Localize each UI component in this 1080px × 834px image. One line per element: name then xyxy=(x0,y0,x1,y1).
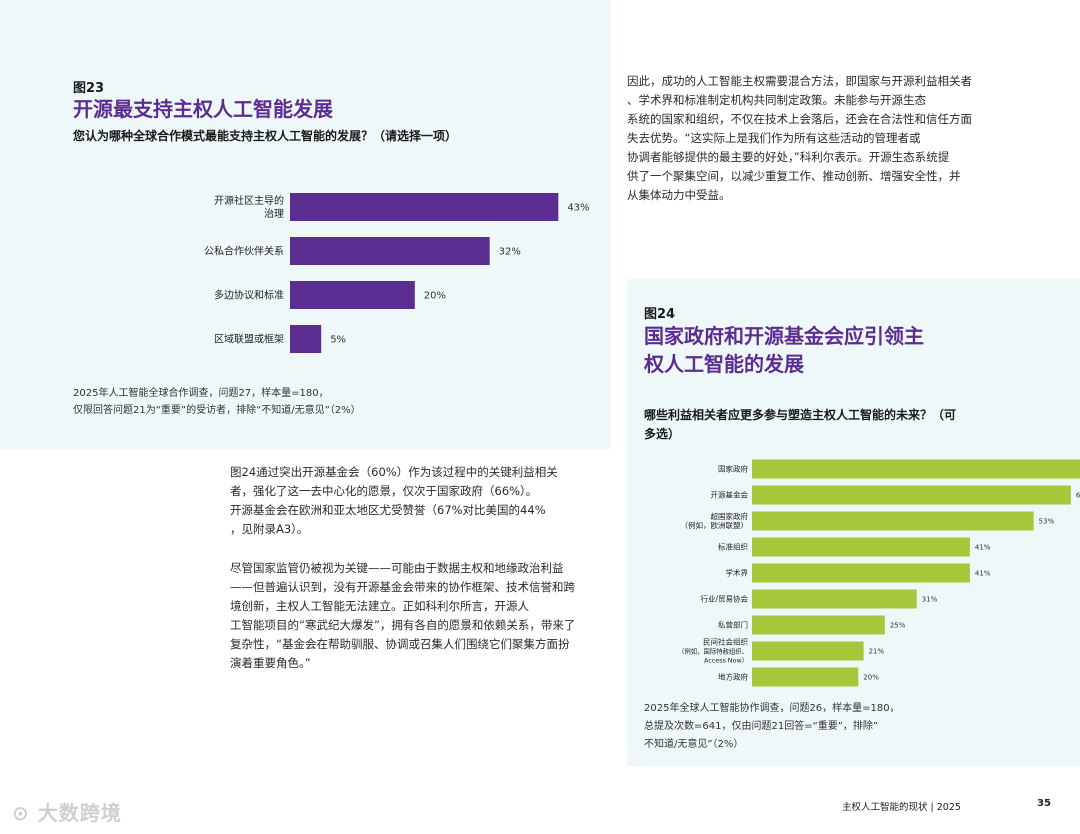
figure-24-title-line1: 国家政府和开源基金会应引领主 xyxy=(644,324,924,348)
category-label-1: 国家政府 xyxy=(718,464,748,474)
category-label-5: 学术界 xyxy=(726,568,749,578)
page-number: 35 xyxy=(1037,798,1051,809)
figure-23-note-line1: 2025年人工智能全球合作调查，问题27，样本量=180， xyxy=(73,388,329,399)
bar-3 xyxy=(290,281,415,309)
category-label-8-line-1: 民间社会组织 xyxy=(703,637,748,647)
category-label-9: 地方政府 xyxy=(718,672,748,682)
bar-9 xyxy=(752,667,859,687)
figure-23-label: 图23 xyxy=(73,81,105,96)
bar-value-label-2: 60% xyxy=(1076,491,1080,499)
figure-23-panel: 图23 开源最支持主权人工智能发展 您认为哪种全球合作模式最能支持主权人工智能的… xyxy=(0,0,611,449)
category-label-4: 区域联盟或框架 xyxy=(214,333,284,346)
bar-1 xyxy=(752,459,1080,479)
bar-3 xyxy=(752,511,1034,531)
body-text-mid-paragraph-1: 图24通过突出开源基金会（60%）作为该过程中的关键利益相关 者，强化了这一去中… xyxy=(230,465,558,536)
category-label-2: 开源基金会 xyxy=(711,490,749,500)
category-label-8-line-3: Access Now） xyxy=(704,657,748,665)
body-text-right: 因此，成功的人工智能主权需要混合方法，即国家与开源利益相关者 、学术界和标准制定… xyxy=(627,74,972,202)
bar-4 xyxy=(290,325,322,353)
bar-value-label-2: 32% xyxy=(499,247,521,258)
category-label-3-line-2: （例如，欧洲联盟） xyxy=(681,520,749,530)
bar-value-label-7: 25% xyxy=(890,621,906,629)
category-label-3-line-1: 超国家政府 xyxy=(711,511,749,521)
bar-value-label-3: 53% xyxy=(1039,517,1055,525)
figure-24-label: 图24 xyxy=(644,307,676,322)
category-label-3: 多边协议和标准 xyxy=(214,289,284,302)
figure-24-question: 哪些利益相关者应更多参与塑造主权人工智能的未来？（可多选） xyxy=(644,408,957,441)
figure-23-note-line2: 仅限回答问题21为“重要”的受访者，排除“不知道/无意见”（2%） xyxy=(73,405,361,416)
bar-value-label-3: 20% xyxy=(424,291,446,302)
bar-value-label-1: 43% xyxy=(567,203,589,214)
bar-2 xyxy=(752,485,1071,505)
bar-value-label-5: 41% xyxy=(975,569,991,577)
figure-24-title-line2: 权人工智能的发展 xyxy=(644,352,804,376)
category-label-7: 私营部门 xyxy=(718,620,748,630)
body-text-mid-paragraph-2: 尽管国家监管仍被视为关键——可能由于数据主权和地缘政治利益 ——但普遍认识到，没… xyxy=(230,561,576,670)
category-label-4: 标准组织 xyxy=(718,542,748,552)
bar-8 xyxy=(752,641,864,661)
bar-value-label-9: 20% xyxy=(863,673,879,681)
watermark-logo-icon: ⊙ xyxy=(12,801,30,825)
footer-report-title: 主权人工智能的现状 | 2025 xyxy=(842,802,961,813)
category-label-8-line-2: （例如，国际特赦组织、 xyxy=(678,647,748,656)
bar-2 xyxy=(290,237,490,265)
figure-24-note-line3: 不知道/无意见”（2%） xyxy=(644,739,744,750)
bar-value-label-6: 31% xyxy=(922,595,938,603)
figure-23-question: 您认为哪种全球合作模式最能支持主权人工智能的发展？（请选择一项） xyxy=(73,129,458,143)
figure-24-note-line1: 2025年全球人工智能协作调查，问题26，样本量=180， xyxy=(644,703,900,714)
watermark: ⊙ 大数跨境 xyxy=(12,797,122,826)
bar-7 xyxy=(752,615,885,635)
bar-5 xyxy=(752,563,970,583)
category-label-1-line-1: 开源社区主导的 xyxy=(214,194,284,207)
figure-23-title: 开源最支持主权人工智能发展 xyxy=(73,97,333,121)
bar-6 xyxy=(752,589,917,609)
bar-value-label-4: 41% xyxy=(975,543,991,551)
figure-24-panel: 图24 国家政府和开源基金会应引领主 权人工智能的发展 哪些利益相关者应更多参与… xyxy=(627,279,1080,766)
bar-value-label-8: 21% xyxy=(869,647,885,655)
bar-1 xyxy=(290,193,559,221)
bar-4 xyxy=(752,537,970,557)
bar-value-label-4: 5% xyxy=(330,335,346,346)
figure-24-note-line2: 总提及次数=641，仅由问题21回答=“重要”，排除” xyxy=(644,721,879,732)
category-label-2: 公私合作伙伴关系 xyxy=(204,245,284,258)
figure-24-chart: 66%国家政府60%开源基金会53%超国家政府（例如，欧洲联盟）41%标准组织4… xyxy=(678,459,1080,687)
category-label-1-line-2: 治理 xyxy=(264,207,284,220)
watermark-text: 大数跨境 xyxy=(37,801,122,825)
category-label-6: 行业/贸易协会 xyxy=(700,594,748,604)
